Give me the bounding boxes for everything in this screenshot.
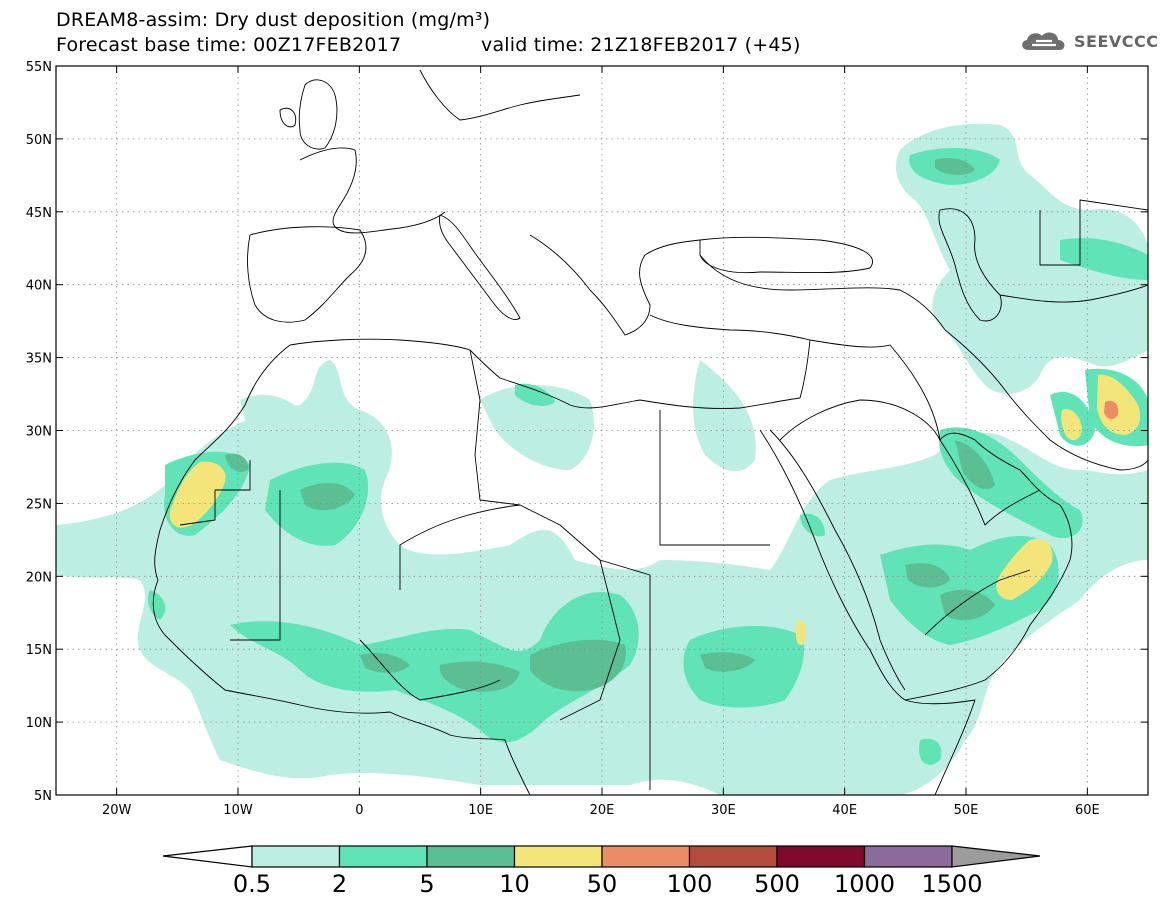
longitude-labels: 20W 10W 0 10E 20E 30E 40E 50E 60E	[102, 803, 1100, 818]
shading-level-5	[225, 158, 995, 692]
colorbar-swatch	[688, 845, 778, 868]
colorbar-label: 0.5	[233, 870, 271, 898]
lon-tick-label: 50E	[954, 803, 979, 818]
colorbar-label: 500	[754, 870, 800, 898]
lon-tick-label: 10E	[468, 803, 493, 818]
forecast-base-time: Forecast base time: 00Z17FEB2017	[56, 34, 402, 56]
shading-level-50	[1104, 400, 1119, 420]
lat-tick-label: 40N	[26, 279, 52, 294]
coastlines-and-borders	[152, 69, 1148, 795]
lon-tick-label: 30E	[711, 803, 736, 818]
lat-tick-label: 30N	[26, 425, 52, 440]
lat-tick-label: 35N	[26, 352, 52, 367]
colorbar-swatch	[601, 845, 691, 868]
lon-tick-label: 0	[355, 803, 363, 818]
lat-tick-label: 50N	[26, 133, 52, 148]
lat-lon-grid	[56, 66, 1148, 795]
cloud-icon	[1022, 32, 1065, 50]
lat-tick-label: 45N	[26, 206, 52, 221]
lat-tick-label: 15N	[26, 643, 52, 658]
colorbar: 0.5 2 5 10 50 100 500 1000 1500	[162, 845, 1041, 898]
valid-time: valid time: 21Z18FEB2017 (+45)	[481, 34, 801, 56]
colorbar-swatch	[338, 845, 428, 868]
lon-tick-label: 60E	[1075, 803, 1100, 818]
map-title: DREAM8-assim: Dry dust deposition (mg/m³…	[56, 9, 491, 31]
colorbar-swatch	[776, 845, 866, 868]
lon-tick-label: 20W	[102, 803, 132, 818]
colorbar-swatch	[251, 845, 341, 868]
lat-tick-label: 55N	[26, 60, 52, 75]
colorbar-under-arrow	[162, 845, 253, 868]
lon-tick-label: 40E	[832, 803, 857, 818]
lat-tick-label: 20N	[26, 570, 52, 585]
shading-level-10	[169, 374, 1141, 646]
lat-tick-label: 5N	[34, 789, 52, 804]
colorbar-label: 10	[499, 870, 530, 898]
seevccc-logo: SEEVCCC	[1018, 26, 1159, 56]
colorbar-label: 5	[419, 870, 434, 898]
lon-tick-label: 20E	[590, 803, 615, 818]
lon-tick-label: 10W	[223, 803, 253, 818]
colorbar-label: 1500	[921, 870, 982, 898]
colorbar-label: 2	[332, 870, 347, 898]
lat-tick-label: 10N	[26, 716, 52, 731]
colorbar-label: 50	[587, 870, 618, 898]
colorbar-swatch	[513, 845, 603, 868]
colorbar-label: 100	[667, 870, 713, 898]
logo-text: SEEVCCC	[1074, 31, 1159, 51]
lat-tick-label: 25N	[26, 497, 52, 512]
colorbar-swatch	[863, 845, 953, 868]
colorbar-over-arrow	[951, 845, 1041, 868]
latitude-labels: 5N 10N 15N 20N 25N 30N 35N 40N 45N 50N 55N	[26, 60, 52, 804]
map-subtitle: Forecast base time: 00Z17FEB2017 valid ti…	[56, 34, 800, 56]
colorbar-swatch	[426, 845, 516, 868]
colorbar-label: 1000	[834, 870, 895, 898]
axis-ticks	[56, 65, 1148, 796]
